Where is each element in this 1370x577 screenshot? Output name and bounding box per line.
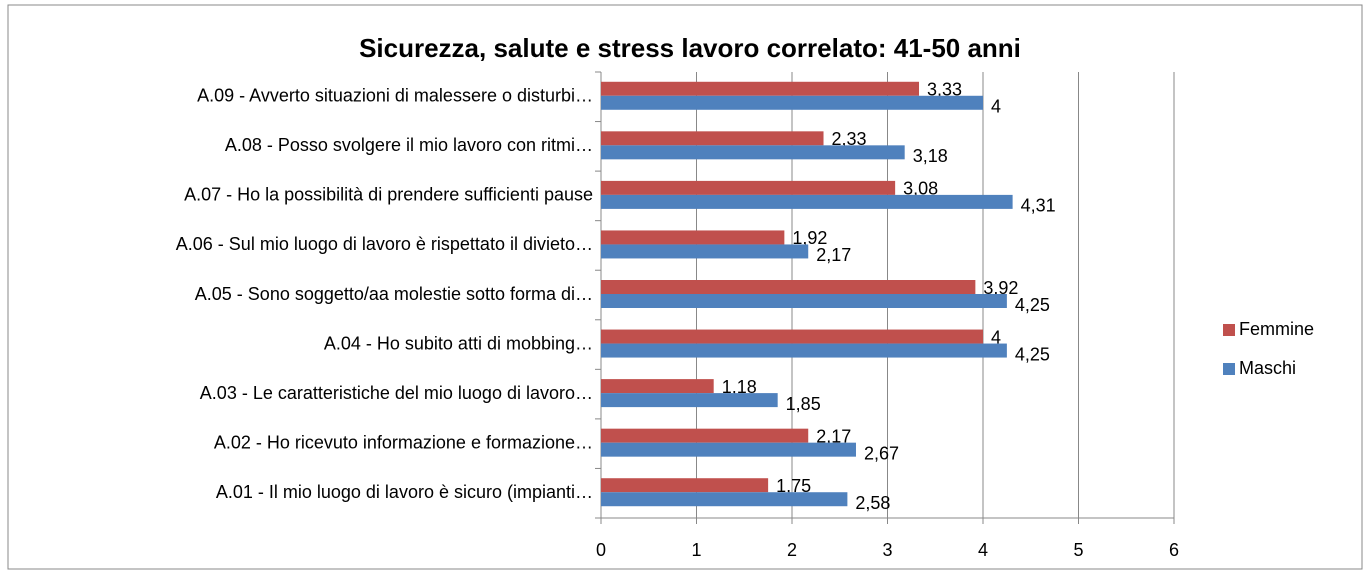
bar <box>601 95 983 110</box>
x-tick-label: 3 <box>882 540 892 560</box>
value-label: 2,67 <box>864 443 899 463</box>
y-tick-label: A.07 - Ho la possibilità di prendere suf… <box>184 185 593 205</box>
bar <box>601 81 920 96</box>
value-label: 4 <box>991 97 1001 117</box>
legend-label: Femmine <box>1239 319 1314 339</box>
y-tick-label: A.06 - Sul mio luogo di lavoro è rispett… <box>176 234 593 254</box>
value-label: 3,08 <box>903 179 938 199</box>
value-label: 4,25 <box>1015 344 1050 364</box>
bar <box>601 428 809 443</box>
x-tick-label: 4 <box>978 540 988 560</box>
value-label: 3,18 <box>913 146 948 166</box>
value-label: 2,17 <box>816 426 851 446</box>
x-tick-label: 5 <box>1073 540 1083 560</box>
value-label: 4 <box>991 327 1001 347</box>
value-label: 3,33 <box>927 80 962 100</box>
y-tick-label: A.04 - Ho subito atti di mobbing… <box>324 333 593 353</box>
bar <box>601 244 809 259</box>
x-tick-label: 0 <box>596 540 606 560</box>
bar <box>601 492 848 507</box>
value-label: 1,92 <box>792 228 827 248</box>
y-tick-label: A.02 - Ho ricevuto informazione e formaz… <box>214 432 593 452</box>
value-label: 2,58 <box>855 493 890 513</box>
legend-swatch <box>1223 324 1235 336</box>
value-label: 1,18 <box>722 377 757 397</box>
value-label: 4,31 <box>1021 196 1056 216</box>
y-tick-label: A.03 - Le caratteristiche del mio luogo … <box>200 383 593 403</box>
bar <box>601 393 778 408</box>
value-label: 3,92 <box>983 278 1018 298</box>
bar <box>601 180 896 195</box>
bar <box>601 294 1007 308</box>
legend-swatch <box>1223 363 1235 375</box>
y-tick-label: A.05 - Sono soggetto/aa molestie sotto f… <box>195 284 593 304</box>
value-label: 1,75 <box>776 476 811 496</box>
x-tick-label: 6 <box>1169 540 1179 560</box>
y-tick-label: A.09 - Avverto situazioni di malessere o… <box>197 86 593 106</box>
value-label: 1,85 <box>786 394 821 414</box>
x-tick-label: 1 <box>691 540 701 560</box>
bar <box>601 145 905 160</box>
y-tick-label: A.01 - Il mio luogo di lavoro è sicuro (… <box>216 482 593 502</box>
value-label: 4,25 <box>1015 295 1050 315</box>
y-tick-label: A.08 - Posso svolgere il mio lavoro con … <box>225 135 593 155</box>
bar <box>601 230 785 245</box>
legend-label: Maschi <box>1239 358 1296 378</box>
value-label: 2,33 <box>832 129 867 149</box>
x-tick-label: 2 <box>787 540 797 560</box>
bar <box>601 329 983 344</box>
bar <box>601 131 824 146</box>
bar <box>601 343 1007 358</box>
bar <box>601 379 714 394</box>
bar <box>601 478 769 493</box>
bar <box>601 280 976 294</box>
chart-title: Sicurezza, salute e stress lavoro correl… <box>359 33 1021 63</box>
bar <box>601 194 1013 209</box>
bar <box>601 442 856 457</box>
value-label: 2,17 <box>816 245 851 265</box>
